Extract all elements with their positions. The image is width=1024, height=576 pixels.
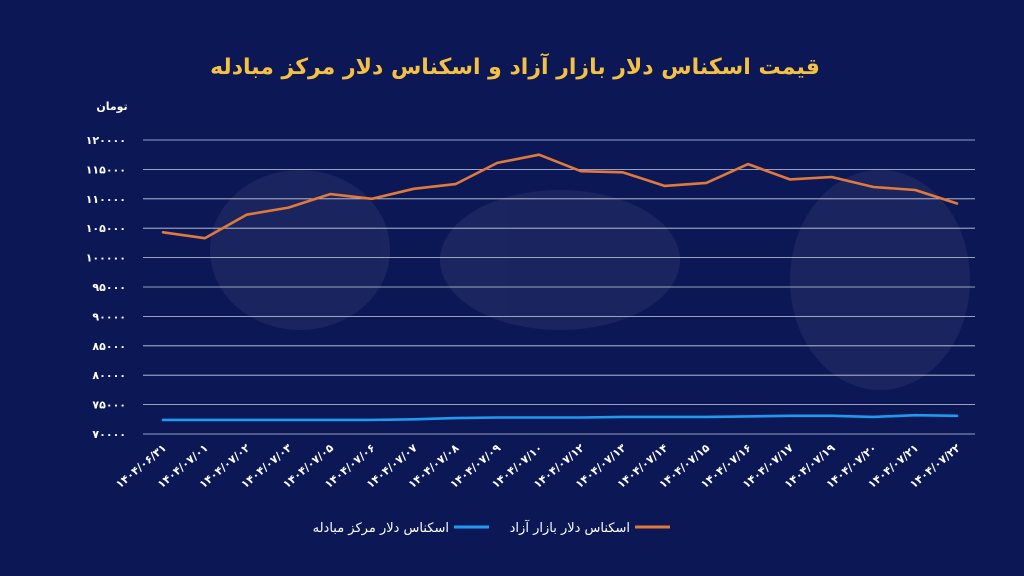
legend: اسکناس دلار بازار آزاد اسکناس دلار مرکز م… xyxy=(313,519,670,536)
grid-lines xyxy=(143,139,975,435)
watermark-logo xyxy=(210,170,970,390)
y-tick-label: ۸۵۰۰۰ xyxy=(92,340,126,353)
y-tick-label: ۷۵۰۰۰ xyxy=(92,399,126,412)
y-tick-label: ۱۱۵۰۰۰ xyxy=(86,163,126,176)
x-axis-ticks: ۱۴۰۴/۰۶/۳۱۱۴۰۴/۰۷/۰۱۱۴۰۴/۰۷/۰۲۱۴۰۴/۰۷/۰۳… xyxy=(113,441,963,491)
y-tick-label: ۱۲۰۰۰۰ xyxy=(86,134,126,147)
y-tick-label: ۸۰۰۰۰ xyxy=(92,369,126,382)
chart-title: قیمت اسکناس دلار بازار آزاد و اسکناس دلا… xyxy=(210,52,820,80)
y-tick-label: ۹۵۰۰۰ xyxy=(92,281,126,294)
legend-label: اسکناس دلار بازار آزاد xyxy=(510,519,630,536)
y-tick-label: ۱۱۰۰۰۰ xyxy=(86,193,126,206)
y-tick-label: ۹۰۰۰۰ xyxy=(92,310,126,323)
y-tick-label: ۱۰۰۰۰۰ xyxy=(86,252,126,265)
series-line xyxy=(161,153,959,240)
y-axis-unit-label: تومان xyxy=(96,100,127,113)
y-tick-label: ۱۰۵۰۰۰ xyxy=(86,222,126,235)
y-axis-ticks: ۷۰۰۰۰ ۷۵۰۰۰ ۸۰۰۰۰ ۸۵۰۰۰ ۹۰۰۰۰ ۹۵۰۰۰ ۱۰۰۰۰۰ ۱۰۵۰… xyxy=(86,134,126,441)
series-line xyxy=(161,413,959,422)
y-tick-label: ۷۰۰۰۰ xyxy=(92,428,126,441)
series-lines xyxy=(161,153,959,422)
legend-label: اسکناس دلار مرکز مبادله xyxy=(313,521,449,536)
